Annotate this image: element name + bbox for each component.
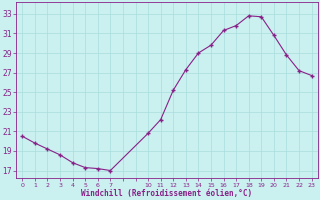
X-axis label: Windchill (Refroidissement éolien,°C): Windchill (Refroidissement éolien,°C) [81, 189, 252, 198]
